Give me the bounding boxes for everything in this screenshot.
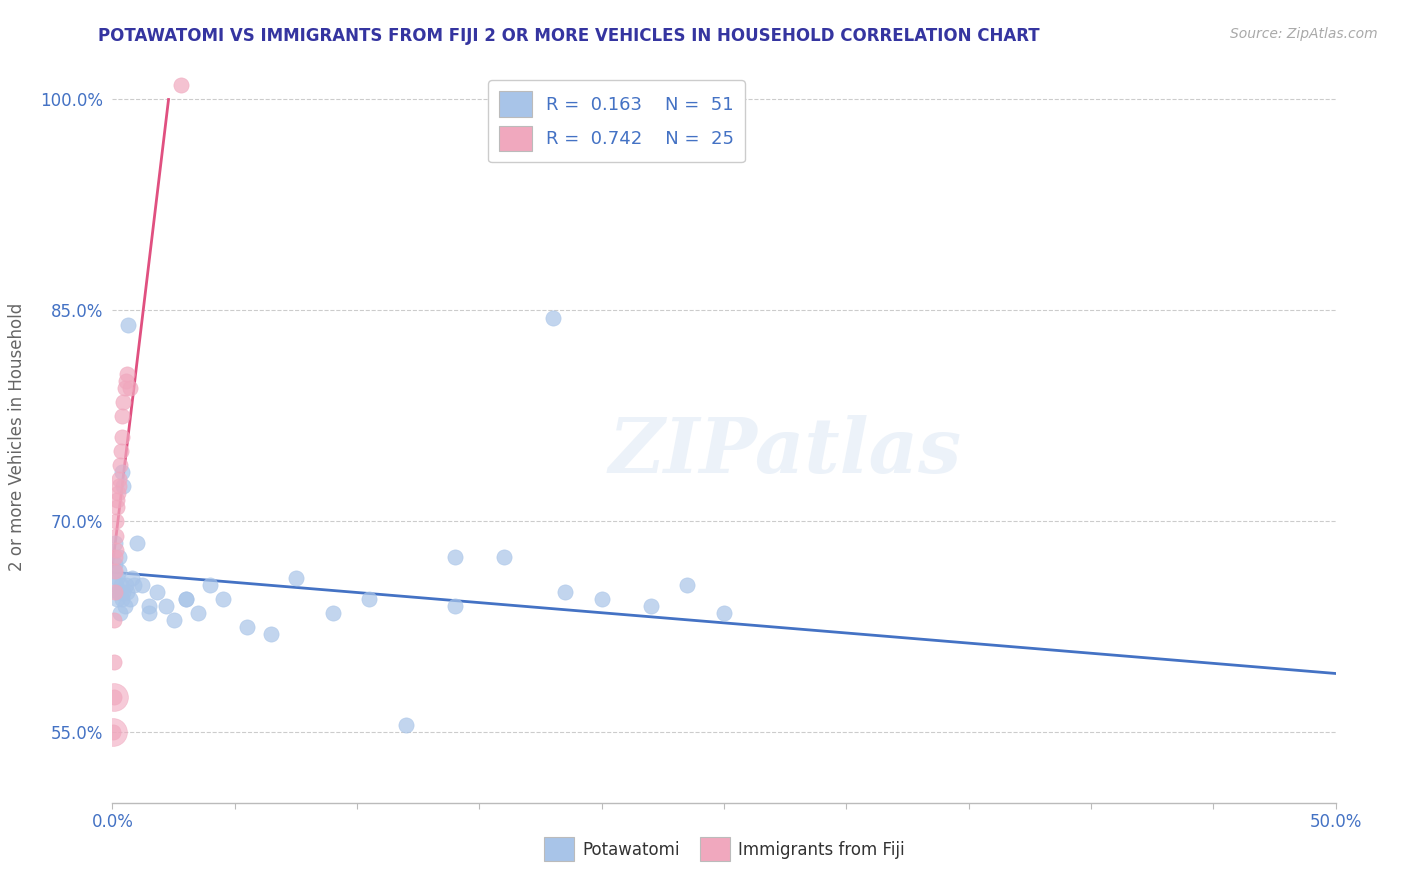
- Point: [108, 584, 131, 599]
- Point: [676, 578, 699, 592]
- Point: [114, 381, 136, 395]
- Point: [104, 542, 127, 557]
- Point: [105, 493, 128, 508]
- Point: [112, 584, 135, 599]
- Point: [762, 830, 785, 845]
- Point: [121, 571, 143, 585]
- Point: [115, 374, 138, 388]
- Point: [170, 78, 193, 93]
- Point: [110, 444, 132, 458]
- Point: [110, 606, 132, 620]
- Point: [110, 578, 132, 592]
- Legend: Potawatomi, Immigrants from Fiji: Potawatomi, Immigrants from Fiji: [537, 830, 911, 868]
- Point: [107, 584, 129, 599]
- Point: [111, 591, 134, 606]
- Point: [174, 591, 197, 606]
- Point: [155, 599, 177, 613]
- Point: [105, 515, 128, 529]
- Point: [103, 690, 125, 705]
- Point: [105, 571, 128, 585]
- Point: [108, 472, 131, 486]
- Text: POTAWATOMI VS IMMIGRANTS FROM FIJI 2 OR MORE VEHICLES IN HOUSEHOLD CORRELATION C: POTAWATOMI VS IMMIGRANTS FROM FIJI 2 OR …: [98, 27, 1040, 45]
- Point: [103, 725, 125, 739]
- Point: [111, 430, 134, 444]
- Point: [145, 584, 167, 599]
- Point: [104, 549, 127, 564]
- Point: [105, 591, 128, 606]
- Point: [103, 613, 125, 627]
- Point: [163, 613, 186, 627]
- Point: [284, 571, 308, 585]
- Point: [107, 479, 129, 493]
- Point: [211, 591, 233, 606]
- Point: [115, 584, 138, 599]
- Point: [107, 549, 129, 564]
- Point: [395, 718, 418, 732]
- Point: [187, 606, 209, 620]
- Point: [359, 591, 381, 606]
- Point: [108, 564, 131, 578]
- Point: [444, 599, 467, 613]
- Text: Source: ZipAtlas.com: Source: ZipAtlas.com: [1230, 27, 1378, 41]
- Point: [117, 318, 139, 332]
- Point: [118, 591, 141, 606]
- Point: [114, 599, 136, 613]
- Point: [112, 395, 135, 409]
- Point: [111, 479, 134, 493]
- Point: [104, 564, 127, 578]
- Point: [103, 725, 125, 739]
- Point: [104, 584, 127, 599]
- Point: [105, 528, 128, 542]
- Point: [200, 578, 222, 592]
- Point: [103, 564, 125, 578]
- Point: [541, 310, 564, 325]
- Point: [260, 627, 283, 641]
- Point: [104, 535, 127, 549]
- Point: [591, 591, 613, 606]
- Point: [138, 606, 160, 620]
- Point: [107, 486, 129, 500]
- Point: [640, 599, 662, 613]
- Point: [115, 578, 138, 592]
- Point: [138, 599, 160, 613]
- Point: [103, 690, 125, 705]
- Point: [713, 606, 735, 620]
- Point: [125, 535, 148, 549]
- Y-axis label: 2 or more Vehicles in Household: 2 or more Vehicles in Household: [8, 303, 25, 571]
- Point: [174, 591, 197, 606]
- Point: [444, 549, 467, 564]
- Point: [103, 655, 125, 669]
- Point: [118, 381, 141, 395]
- Point: [554, 584, 576, 599]
- Point: [131, 578, 153, 592]
- Point: [108, 458, 131, 473]
- Point: [105, 500, 128, 515]
- Point: [115, 367, 138, 381]
- Point: [236, 620, 259, 634]
- Point: [111, 465, 134, 479]
- Point: [105, 578, 128, 592]
- Point: [322, 606, 344, 620]
- Point: [492, 549, 515, 564]
- Point: [111, 409, 134, 423]
- Text: ZIPatlas: ZIPatlas: [609, 415, 962, 489]
- Point: [104, 557, 127, 571]
- Point: [124, 578, 146, 592]
